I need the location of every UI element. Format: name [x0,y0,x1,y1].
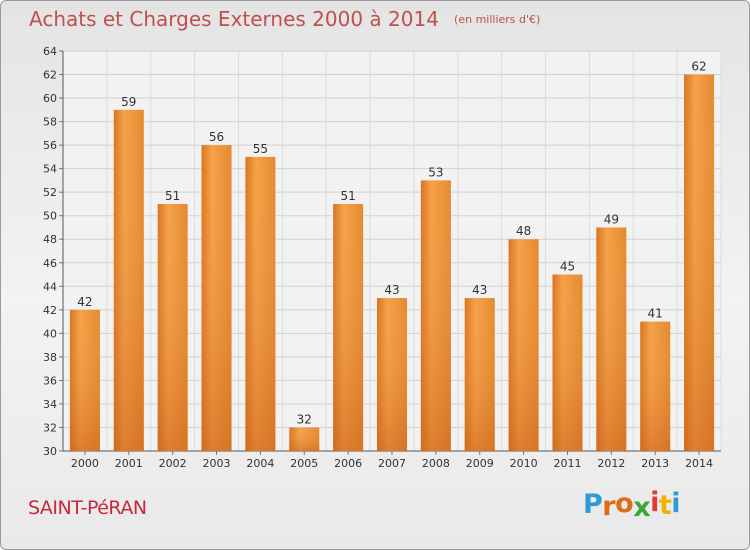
bar-value-label: 51 [340,189,355,203]
chart-title-block: Achats et Charges Externes 2000 à 2014 (… [29,7,540,31]
plot-area: 30 32 34 36 38 40 42 44 46 48 50 52 54 56 58 60 62 64 42 20… [43,45,722,470]
x-tick-label: 2003 [203,457,231,470]
bar-shade [69,309,100,451]
bar-shade [552,274,583,451]
bar-shade [596,227,627,451]
x-tick-label: 2002 [159,457,187,470]
y-tick-label: 42 [43,304,57,317]
bar-shade [420,180,451,452]
y-tick-label: 40 [43,327,57,340]
bar-shade [201,145,232,451]
y-tick-label: 62 [43,69,57,82]
y-tick-label: 54 [43,163,57,176]
y-tick-label: 32 [43,421,57,434]
bar-shade [333,203,364,451]
logo-letter: t [658,490,672,521]
y-tick-label: 58 [43,116,57,129]
x-tick-label: 2008 [422,457,450,470]
bar-value-label: 48 [516,224,531,238]
logo-letter: r [602,491,616,522]
x-tick-label: 2005 [290,457,318,470]
bar-value-label: 62 [691,60,706,74]
bar-value-label: 51 [165,189,180,203]
y-tick-label: 46 [43,257,57,270]
x-tick-label: 2012 [597,457,625,470]
y-tick-label: 50 [43,210,57,223]
bar-shade [508,239,539,451]
x-tick-label: 2014 [685,457,713,470]
x-tick-label: 2011 [553,457,581,470]
x-tick-label: 2000 [71,457,99,470]
bar-shade [157,203,188,451]
y-tick-label: 30 [43,445,57,458]
proxiti-logo: Proxiti [583,487,681,523]
commune-name: SAINT-PéRAN [28,497,147,519]
bar-value-label: 55 [253,142,268,156]
bar-value-label: 43 [472,283,487,297]
logo-letter: i [650,487,659,518]
x-tick-label: 2006 [334,457,362,470]
y-tick-label: 52 [43,186,57,199]
x-tick-label: 2004 [246,457,274,470]
y-tick-label: 44 [43,280,57,293]
bar-shade [377,298,407,451]
logo-letter: o [615,488,634,519]
bar-shade [640,321,671,451]
bar-shade [684,74,715,451]
y-tick-label: 34 [43,398,57,411]
y-tick-label: 64 [43,45,57,58]
bar-value-label: 41 [648,307,663,321]
logo-letter: x [633,492,651,523]
y-tick-label: 36 [43,374,57,387]
bar-value-label: 56 [209,130,224,144]
x-tick-label: 2001 [115,457,143,470]
x-tick-label: 2007 [378,457,406,470]
bar-value-label: 49 [604,212,619,226]
chart-title: Achats et Charges Externes 2000 à 2014 [29,7,439,31]
y-tick-label: 56 [43,139,57,152]
bar-value-label: 42 [77,295,92,309]
bar-value-label: 59 [121,95,136,109]
logo-letter: P [583,489,603,520]
bar-value-label: 53 [428,165,443,179]
bar-shade [113,109,144,451]
bar-value-label: 45 [560,260,575,274]
y-tick-label: 60 [43,92,57,105]
y-tick-label: 48 [43,233,57,246]
bar-shade [245,156,276,451]
chart-unit-note: (en milliers d'€) [454,13,541,26]
bar-shade [464,298,495,451]
x-tick-label: 2013 [641,457,669,470]
x-tick-label: 2010 [510,457,538,470]
y-tick-label: 38 [43,351,57,364]
x-tick-label: 2009 [466,457,494,470]
bar-value-label: 32 [297,412,312,426]
bar-shade [289,427,320,451]
logo-letter: i [671,488,681,519]
bar-value-label: 43 [384,283,399,297]
